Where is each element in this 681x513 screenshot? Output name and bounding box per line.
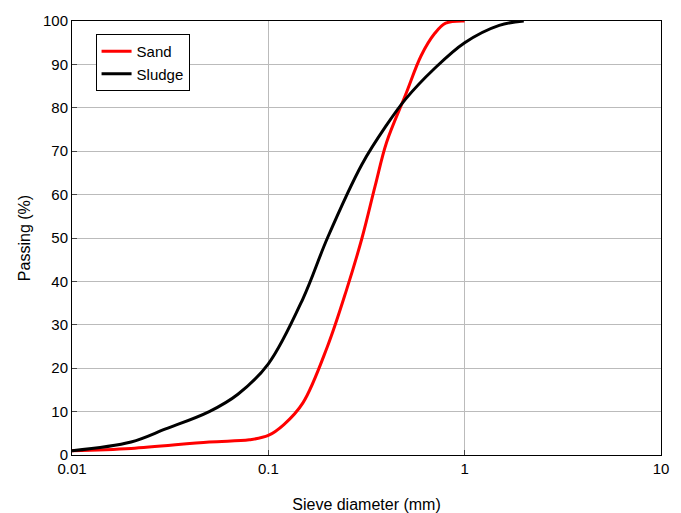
svg-text:0.1: 0.1 <box>258 460 279 477</box>
svg-text:0: 0 <box>60 446 68 463</box>
svg-text:Sludge: Sludge <box>137 66 184 83</box>
svg-text:Sieve diameter (mm): Sieve diameter (mm) <box>292 496 440 513</box>
svg-text:0.01: 0.01 <box>57 460 86 477</box>
svg-text:90: 90 <box>51 56 68 73</box>
svg-text:40: 40 <box>51 273 68 290</box>
svg-text:Passing (%): Passing (%) <box>16 195 33 281</box>
svg-text:10: 10 <box>51 403 68 420</box>
svg-text:20: 20 <box>51 359 68 376</box>
svg-text:1: 1 <box>460 460 468 477</box>
svg-text:80: 80 <box>51 99 68 116</box>
svg-text:100: 100 <box>43 12 68 29</box>
svg-text:10: 10 <box>653 460 670 477</box>
svg-text:50: 50 <box>51 229 68 246</box>
svg-text:30: 30 <box>51 316 68 333</box>
svg-text:70: 70 <box>51 142 68 159</box>
svg-text:60: 60 <box>51 186 68 203</box>
svg-text:Sand: Sand <box>137 43 172 60</box>
